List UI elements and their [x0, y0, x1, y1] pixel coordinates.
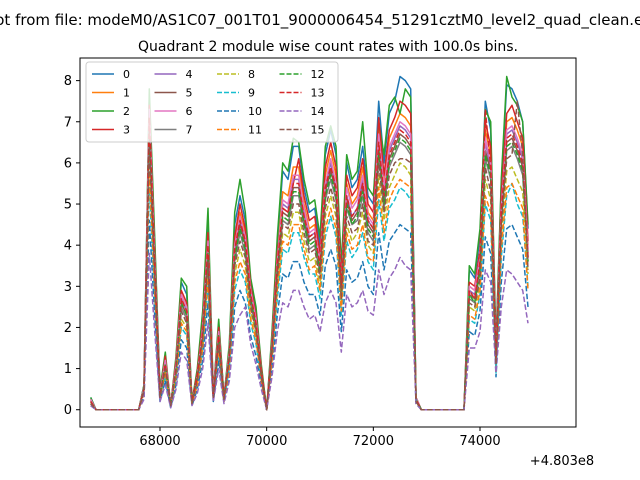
y-tick-label: 8 — [64, 74, 72, 89]
series-line-15 — [90, 100, 529, 411]
chart-title: Quadrant 2 module wise count rates with … — [138, 39, 518, 55]
legend-label-15: 15 — [311, 124, 325, 137]
axes-frame — [79, 57, 577, 428]
y-tick-label: 5 — [64, 198, 72, 213]
legend-label-6: 6 — [186, 105, 193, 118]
y-tick-label: 2 — [64, 321, 72, 336]
y-tick-label: 3 — [64, 280, 72, 295]
y-tick-label: 6 — [64, 156, 72, 171]
legend-label-10: 10 — [248, 105, 262, 118]
x-tick-label: 68000 — [139, 434, 180, 449]
x-axis-offset-label: +4.803e8 — [530, 454, 594, 469]
legend-label-9: 9 — [248, 87, 255, 100]
legend-label-11: 11 — [248, 124, 262, 137]
x-axis: 68000 70000 72000 74000 — [139, 427, 501, 449]
x-tick-label: 72000 — [353, 434, 394, 449]
figure-suptitle: Plot from file: modeM0/AS1C07_001T01_900… — [0, 11, 640, 30]
y-axis: 0 1 2 3 4 5 6 7 8 — [64, 74, 80, 418]
legend-label-8: 8 — [248, 68, 255, 81]
y-tick-label: 4 — [64, 239, 72, 254]
series-line-10 — [90, 219, 529, 411]
legend-label-1: 1 — [123, 87, 130, 100]
legend-label-4: 4 — [186, 68, 193, 81]
series-line-14 — [90, 252, 529, 411]
y-tick-label: 1 — [64, 362, 72, 377]
legend-box — [85, 61, 339, 143]
legend-label-0: 0 — [123, 68, 130, 81]
y-tick-label: 7 — [64, 115, 72, 130]
x-tick-label: 70000 — [246, 434, 287, 449]
x-tick-label: 74000 — [459, 434, 500, 449]
legend-label-12: 12 — [311, 68, 325, 81]
legend-label-14: 14 — [311, 105, 325, 118]
y-tick-label: 0 — [64, 403, 72, 418]
legend-label-2: 2 — [123, 105, 130, 118]
legend-label-5: 5 — [186, 87, 193, 100]
legend-label-3: 3 — [123, 124, 130, 137]
series-layer — [90, 75, 529, 411]
legend-label-7: 7 — [186, 124, 193, 137]
legend-label-13: 13 — [311, 87, 325, 100]
